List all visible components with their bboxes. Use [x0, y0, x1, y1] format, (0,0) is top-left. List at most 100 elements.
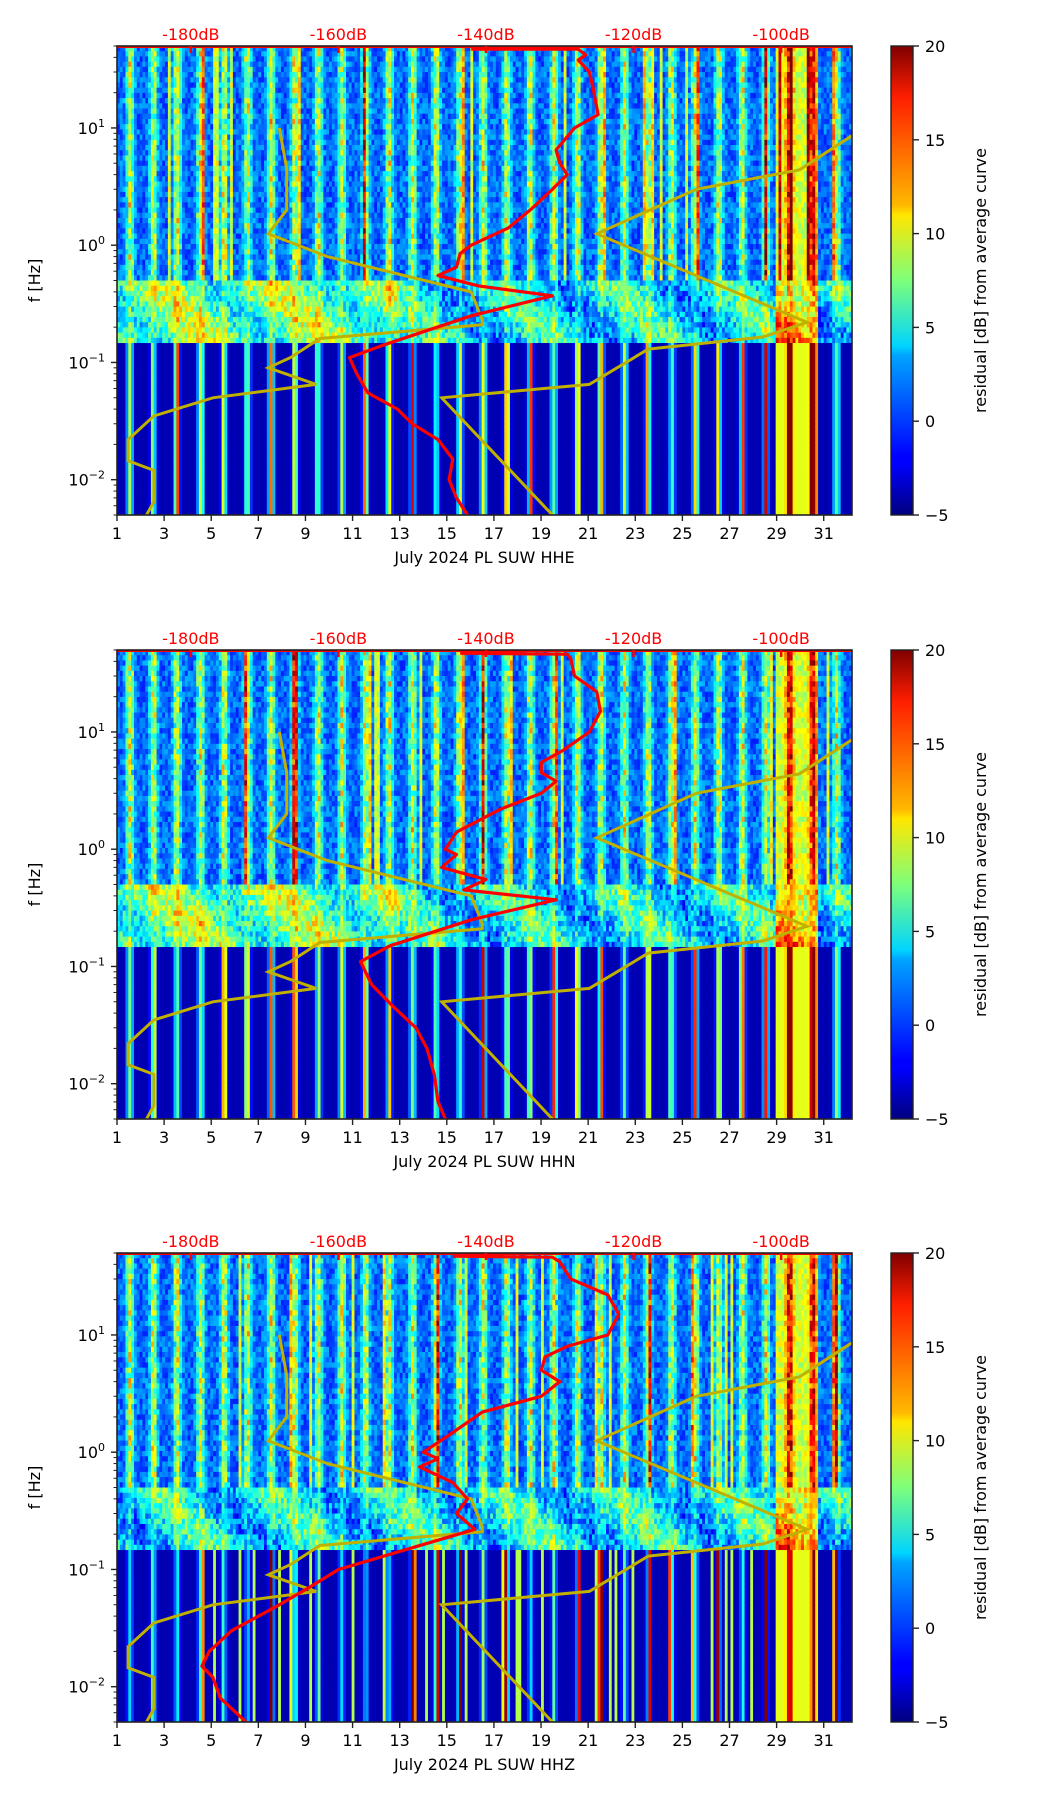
spectrogram-cell: [267, 343, 270, 349]
spectrogram-cell: [230, 452, 233, 458]
spectrogram-cell: [224, 416, 227, 422]
spectrogram-cell: [131, 442, 134, 448]
spectrogram-cell: [236, 176, 239, 182]
spectrogram-cell: [151, 275, 154, 281]
spectrogram-cell: [140, 51, 143, 57]
spectrogram-cell: [125, 484, 128, 490]
spectrogram-cell: [202, 489, 205, 495]
spectrogram-cell: [205, 369, 208, 375]
spectrogram-cell: [123, 103, 126, 109]
spectrogram-cell: [157, 374, 160, 380]
spectrogram-cell: [207, 239, 210, 245]
spectrogram-cell: [202, 348, 205, 354]
spectrogram-cell: [264, 67, 267, 73]
spectrogram-cell: [137, 505, 140, 511]
spectrogram-cell: [253, 161, 256, 167]
spectrogram-cell: [202, 452, 205, 458]
spectrogram-cell: [145, 348, 148, 354]
spectrogram-cell: [125, 208, 128, 214]
spectrogram-cell: [140, 437, 143, 443]
spectrogram-cell: [207, 72, 210, 78]
spectrogram-cell: [256, 374, 259, 380]
spectrogram-cell: [176, 281, 179, 287]
spectrogram-cell: [142, 213, 145, 219]
spectrogram-cell: [202, 505, 205, 511]
spectrogram-cell: [123, 275, 126, 281]
spectrogram-cell: [253, 369, 256, 375]
spectrogram-cell: [219, 411, 222, 417]
spectrogram-cell: [227, 135, 230, 141]
spectrogram-cell: [241, 312, 244, 318]
spectrogram-cell: [224, 56, 227, 62]
spectrogram-cell: [227, 72, 230, 78]
spectrogram-cell: [202, 338, 205, 344]
spectrogram-cell: [145, 406, 148, 412]
spectrogram-cell: [210, 197, 213, 203]
spectrogram-cell: [230, 437, 233, 443]
spectrogram-cell: [142, 400, 145, 406]
spectrogram-cell: [250, 67, 253, 73]
spectrogram-cell: [241, 161, 244, 167]
spectrogram-cell: [258, 72, 261, 78]
spectrogram-cell: [210, 181, 213, 187]
spectrogram-cell: [227, 338, 230, 344]
spectrogram-cell: [272, 150, 275, 156]
spectrogram-cell: [120, 228, 123, 234]
spectrogram-cell: [261, 67, 264, 73]
spectrogram-cell: [222, 135, 225, 141]
spectrogram-cell: [196, 254, 199, 260]
spectrogram-cell: [174, 202, 177, 208]
spectrogram-cell: [162, 353, 165, 359]
spectrogram-cell: [261, 218, 264, 224]
spectrogram-cell: [247, 109, 250, 115]
spectrogram-cell: [154, 254, 157, 260]
spectrogram-cell: [239, 119, 242, 125]
spectrogram-cell: [244, 353, 247, 359]
spectrogram-cell: [193, 140, 196, 146]
spectrogram-cell: [185, 208, 188, 214]
spectrogram-cell: [159, 119, 162, 125]
spectrogram-cell: [261, 395, 264, 401]
spectrogram-cell: [241, 98, 244, 104]
plot-area: [117, 46, 864, 515]
spectrogram-cell: [205, 249, 208, 255]
spectrogram-cell: [151, 234, 154, 240]
spectrogram-cell: [145, 145, 148, 151]
spectrogram-cell: [207, 374, 210, 380]
spectrogram-cell: [205, 88, 208, 94]
spectrogram-cell: [230, 155, 233, 161]
spectrogram-cell: [148, 322, 151, 328]
spectrogram-cell: [224, 400, 227, 406]
spectrogram-cell: [162, 406, 165, 412]
spectrogram-cell: [196, 473, 199, 479]
spectrogram-cell: [165, 343, 168, 349]
spectrogram-cell: [216, 249, 219, 255]
spectrogram-cell: [179, 452, 182, 458]
spectrogram-cell: [137, 208, 140, 214]
spectrogram-cell: [196, 202, 199, 208]
spectrogram-cell: [219, 155, 222, 161]
spectrogram-cell: [151, 458, 154, 464]
spectrogram-cell: [151, 145, 154, 151]
spectrogram-cell: [140, 260, 143, 266]
spectrogram-cell: [219, 442, 222, 448]
spectrogram-cell: [250, 437, 253, 443]
spectrogram-cell: [253, 67, 256, 73]
spectrogram-cell: [140, 473, 143, 479]
spectrogram-cell: [199, 275, 202, 281]
spectrogram-cell: [236, 426, 239, 432]
spectrogram-cell: [233, 353, 236, 359]
spectrogram-cell: [241, 473, 244, 479]
spectrogram-cell: [256, 249, 259, 255]
spectrogram-cell: [250, 208, 253, 214]
spectrogram-cell: [174, 275, 177, 281]
spectrogram-cell: [125, 322, 128, 328]
spectrogram-cell: [219, 484, 222, 490]
spectrogram-cell: [241, 176, 244, 182]
spectrogram-cell: [247, 426, 250, 432]
spectrogram-cell: [157, 239, 160, 245]
spectrogram-cell: [202, 98, 205, 104]
spectrogram-cell: [165, 275, 168, 281]
spectrogram-cell: [199, 432, 202, 438]
spectrogram-cell: [256, 505, 259, 511]
